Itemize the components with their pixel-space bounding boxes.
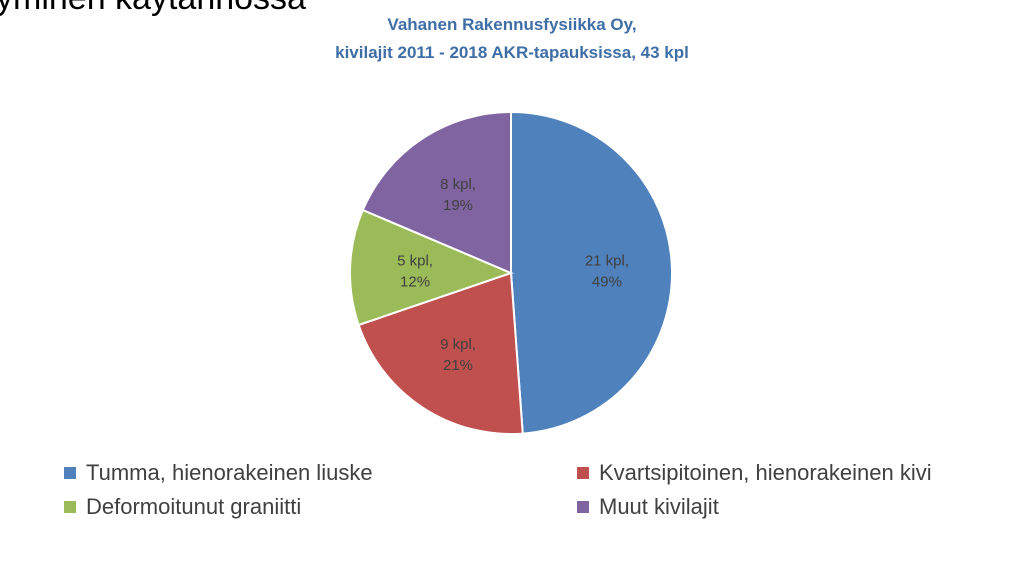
slice-data-label-3: 8 kpl, 19% xyxy=(440,176,476,214)
pie-slice-1 xyxy=(357,271,524,435)
pie-slice-0 xyxy=(510,110,673,435)
pie-slice-3 xyxy=(361,110,512,275)
pie-slice-2 xyxy=(349,208,514,327)
slice-data-label-0: 21 kpl, 49% xyxy=(585,252,629,290)
slice-data-label-1: 9 kpl, 21% xyxy=(440,336,476,374)
chart-subtitle: kivilajit 2011 - 2018 AKR-tapauksissa, 4… xyxy=(335,43,689,62)
slice-data-label-2: 5 kpl, 12% xyxy=(397,252,433,290)
chart-title: Vahanen Rakennusfysiikka Oy, xyxy=(387,15,637,34)
slide-heading: yminen käytännössä xyxy=(0,0,306,18)
